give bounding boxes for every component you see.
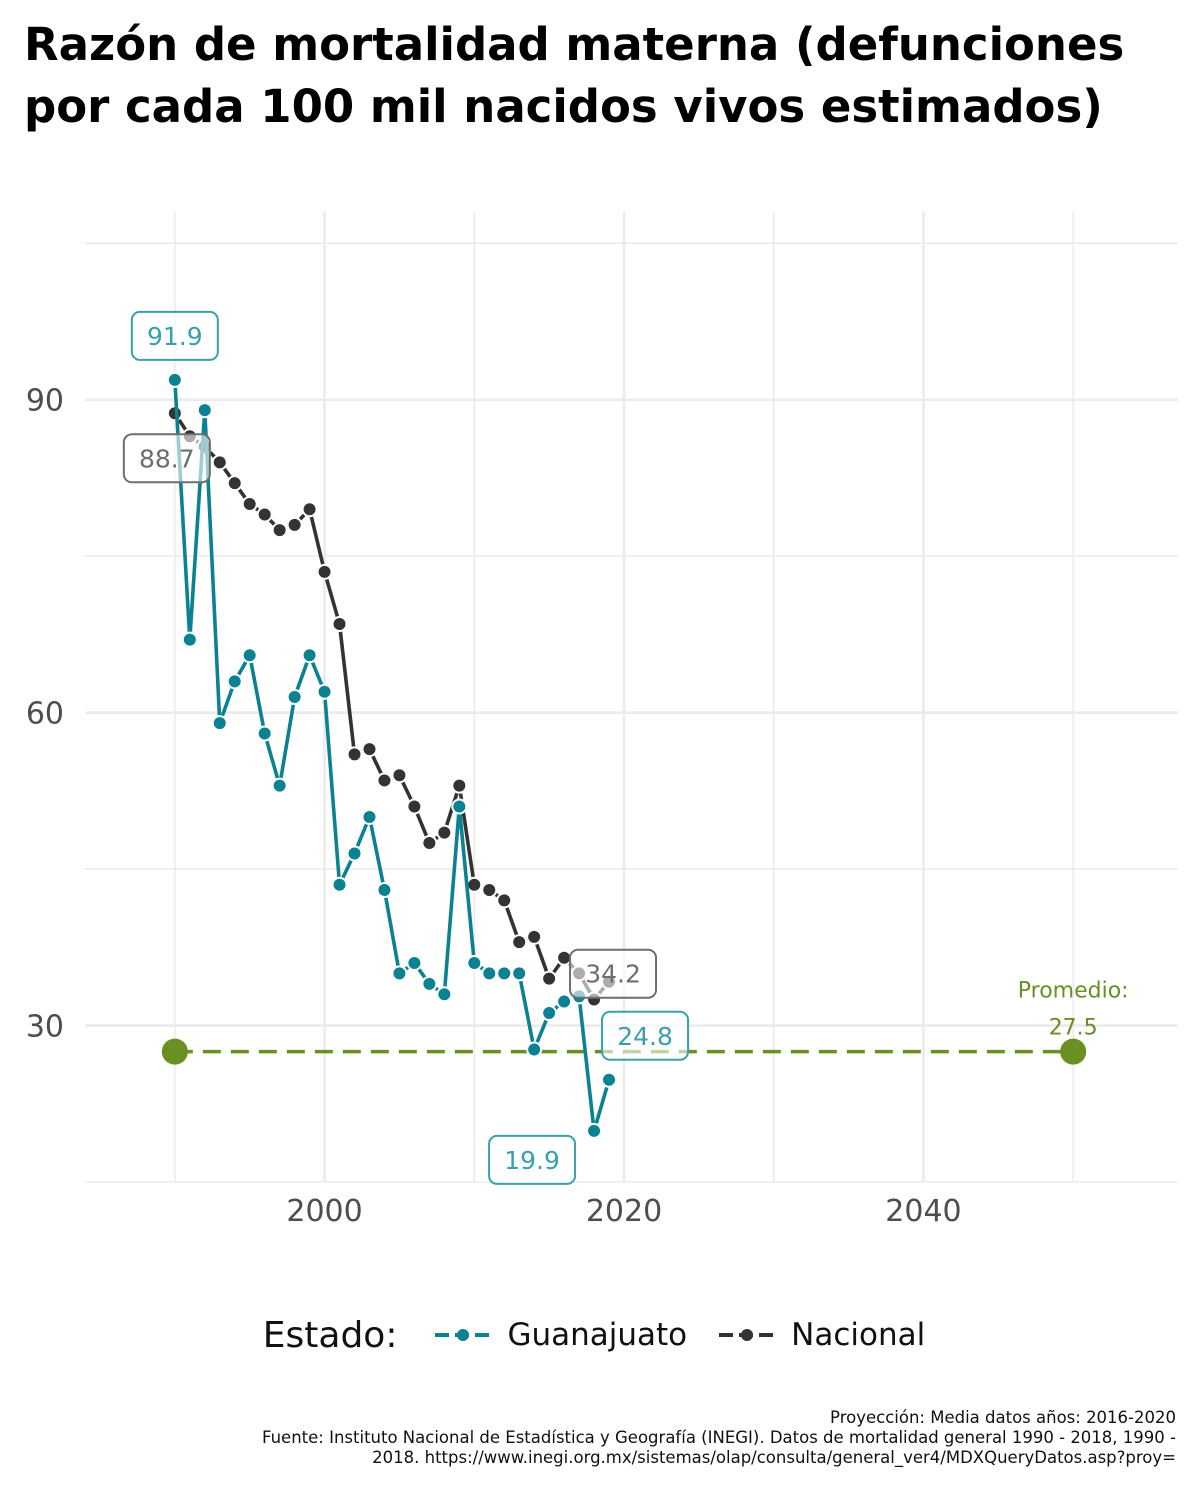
data-label-box xyxy=(488,1134,577,1185)
average-value: 27.5 xyxy=(1049,1016,1098,1041)
legend-label-guanajuato: Guanajuato xyxy=(507,1317,688,1353)
data-label: 34.2 xyxy=(585,960,641,989)
data-point-guanajuato xyxy=(271,777,288,794)
y-tick-label: 30 xyxy=(26,1010,64,1045)
data-point-guanajuato xyxy=(316,683,333,700)
legend-label-nacional: Nacional xyxy=(791,1317,926,1353)
data-point-guanajuato xyxy=(406,954,423,971)
data-point-nacional xyxy=(481,881,498,898)
chart-title: Razón de mortalidad materna (defunciones… xyxy=(24,18,1125,133)
caption-projection: Proyección: Media datos años: 2016-2020 xyxy=(830,1408,1176,1427)
data-point-guanajuato xyxy=(466,954,483,971)
data-point-guanajuato xyxy=(331,876,348,893)
series-group xyxy=(166,371,618,1139)
data-point-nacional xyxy=(256,506,273,523)
average-point xyxy=(161,1038,188,1065)
data-point-guanajuato xyxy=(256,725,273,742)
average-point xyxy=(1060,1038,1087,1065)
data-point-nacional xyxy=(526,928,543,945)
legend-key-guanajuato xyxy=(435,1329,492,1341)
data-point-guanajuato xyxy=(211,715,228,732)
data-label-box xyxy=(130,310,219,361)
legend-key-nacional xyxy=(719,1329,776,1341)
data-label: 88.7 xyxy=(139,444,195,473)
x-tick-label: 2040 xyxy=(885,1194,961,1229)
data-point-guanajuato xyxy=(496,965,513,982)
data-point-nacional xyxy=(361,741,378,758)
caption-source-2: 2018. https://www.inegi.org.mx/sistemas/… xyxy=(372,1448,1176,1467)
data-point-guanajuato xyxy=(361,808,378,825)
y-tick-label: 90 xyxy=(26,384,64,419)
legend-item-guanajuato: Guanajuato xyxy=(433,1317,687,1353)
data-point-guanajuato xyxy=(436,986,453,1003)
data-point-nacional xyxy=(556,949,573,966)
data-point-guanajuato xyxy=(451,798,468,815)
data-point-nacional xyxy=(301,501,318,518)
chart-plot: Promedio:27.5 91.988.734.224.819.9 2000 2… xyxy=(26,212,1178,1229)
data-point-nacional xyxy=(511,934,528,951)
data-label-box xyxy=(122,433,211,484)
data-point-nacional xyxy=(406,798,423,815)
data-point-guanajuato xyxy=(421,975,438,992)
data-point-nacional xyxy=(331,615,348,632)
data-point-guanajuato xyxy=(301,647,318,664)
data-label: 91.9 xyxy=(147,322,203,351)
data-point-nacional xyxy=(376,772,393,789)
data-labels: 91.9 88.7 34.2 24.8 19.9 xyxy=(122,310,690,1185)
data-point-guanajuato xyxy=(541,1005,558,1022)
data-point-guanajuato xyxy=(196,402,213,419)
axis-ticks: 2000 2020 2040 30 60 90 xyxy=(26,384,962,1229)
data-point-guanajuato xyxy=(511,965,528,982)
average-label: Promedio: xyxy=(1018,979,1129,1004)
data-point-guanajuato xyxy=(181,631,198,648)
data-point-guanajuato xyxy=(376,881,393,898)
data-label: 24.8 xyxy=(617,1022,673,1051)
data-point-guanajuato xyxy=(346,845,363,862)
data-point-guanajuato xyxy=(286,689,303,705)
data-point-guanajuato xyxy=(481,965,498,982)
data-point-guanajuato xyxy=(166,371,183,388)
data-point-nacional xyxy=(286,516,303,533)
data-point-nacional xyxy=(421,835,438,852)
data-point-nacional xyxy=(436,824,453,841)
data-point-guanajuato xyxy=(391,965,408,982)
data-point-nacional xyxy=(391,767,408,784)
legend: Estado: Guanajuato Nacional xyxy=(0,1305,1200,1365)
data-point-nacional xyxy=(241,496,258,513)
caption-source-1: Fuente: Instituto Nacional de Estadístic… xyxy=(262,1428,1176,1447)
x-tick-label: 2000 xyxy=(286,1194,362,1229)
data-point-guanajuato xyxy=(526,1041,543,1058)
data-point-guanajuato xyxy=(586,1122,603,1139)
data-point-guanajuato xyxy=(601,1071,618,1088)
caption: Proyección: Media datos años: 2016-2020 … xyxy=(76,1408,1176,1468)
data-point-nacional xyxy=(271,522,288,539)
data-point-nacional xyxy=(451,777,468,794)
x-tick-label: 2020 xyxy=(586,1194,662,1229)
data-point-nacional xyxy=(466,876,483,893)
data-label-box xyxy=(569,948,658,999)
legend-title: Estado: xyxy=(262,1314,398,1356)
data-point-nacional xyxy=(211,454,228,471)
data-label: 19.9 xyxy=(504,1146,560,1175)
data-point-guanajuato xyxy=(241,647,258,664)
y-tick-label: 60 xyxy=(26,697,64,732)
data-point-nacional xyxy=(541,970,558,987)
grid xyxy=(85,212,1178,1183)
data-point-nacional xyxy=(226,475,243,492)
data-point-guanajuato xyxy=(556,993,573,1010)
data-point-nacional xyxy=(346,746,363,763)
data-label-box xyxy=(601,1010,690,1061)
series-line-nacional xyxy=(173,412,611,1002)
data-point-guanajuato xyxy=(226,673,243,690)
legend-item-nacional: Nacional xyxy=(717,1317,925,1353)
data-point-nacional xyxy=(496,892,513,909)
data-point-nacional xyxy=(316,563,333,580)
